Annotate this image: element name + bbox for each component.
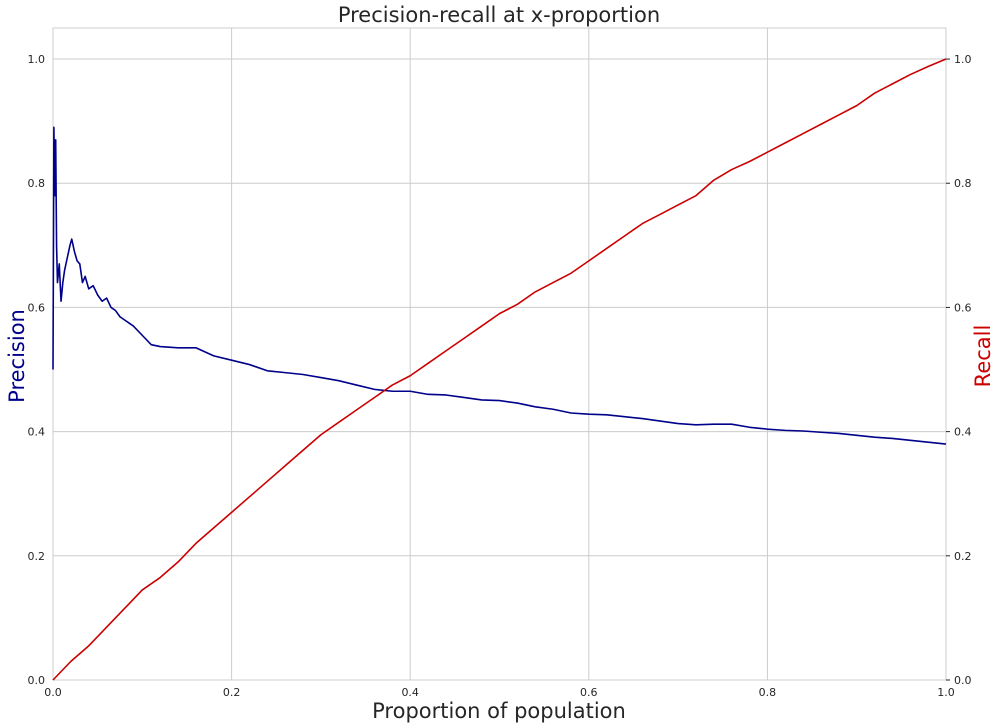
series-lines bbox=[52, 58, 947, 681]
x-tick-label: 0.2 bbox=[223, 686, 241, 699]
x-tick-label: 1.0 bbox=[937, 686, 955, 699]
left-y-tick-label: 1.0 bbox=[28, 53, 46, 66]
x-axis-ticks: 0.0 0.2 0.4 0.6 0.8 1.0 bbox=[44, 686, 955, 699]
right-y-tick-label: 0.6 bbox=[954, 301, 972, 314]
right-y-tick-label: 1.0 bbox=[954, 53, 972, 66]
right-y-tick-label: 0.0 bbox=[954, 674, 972, 687]
right-y-axis-ticks: 0.0 0.2 0.4 0.6 0.8 1.0 bbox=[946, 53, 972, 687]
x-axis-label: Proportion of population bbox=[372, 699, 626, 723]
right-y-axis-label: Recall bbox=[971, 325, 995, 388]
recall-series-line bbox=[52, 58, 947, 681]
right-y-tick-label: 0.8 bbox=[954, 177, 972, 190]
left-y-axis-label: Precision bbox=[5, 309, 29, 403]
left-y-tick-label: 0.2 bbox=[28, 550, 46, 563]
precision-series-line bbox=[52, 126, 947, 445]
x-tick-label: 0.0 bbox=[44, 686, 62, 699]
x-tick-label: 0.8 bbox=[759, 686, 777, 699]
right-y-tick-label: 0.4 bbox=[954, 426, 972, 439]
x-tick-label: 0.6 bbox=[580, 686, 598, 699]
right-y-tick-label: 0.2 bbox=[954, 550, 972, 563]
x-tick-label: 0.4 bbox=[401, 686, 419, 699]
plot-frame bbox=[52, 27, 947, 681]
chart-title: Precision-recall at x-proportion bbox=[338, 3, 660, 27]
left-y-tick-label: 0.6 bbox=[28, 301, 46, 314]
left-y-axis-ticks: 0.0 0.2 0.4 0.6 0.8 1.0 bbox=[28, 53, 46, 687]
left-y-tick-label: 0.0 bbox=[28, 674, 46, 687]
gridlines bbox=[52, 28, 947, 681]
left-y-tick-label: 0.8 bbox=[28, 177, 46, 190]
left-y-tick-label: 0.4 bbox=[28, 426, 46, 439]
